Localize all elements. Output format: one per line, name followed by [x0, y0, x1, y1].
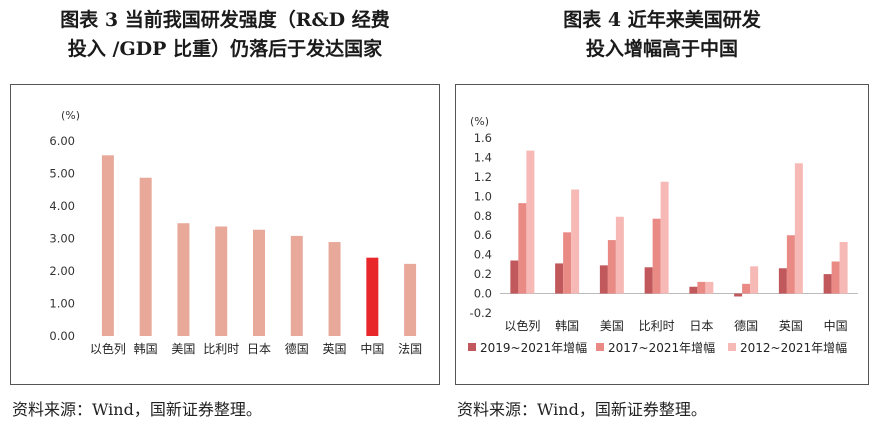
bar-7 — [366, 257, 379, 336]
bar-2 — [177, 223, 190, 336]
chart-left-title-line-2: 投入 /GDP 比重）仍落后于发达国家 — [67, 38, 383, 60]
x-tick-label-3: 比利时 — [639, 319, 675, 333]
bar-0-series-1 — [518, 203, 527, 294]
legend-swatch-2 — [728, 343, 736, 351]
bar-2-series-1 — [607, 240, 616, 294]
bar-1 — [139, 177, 152, 336]
bar-4-series-1 — [697, 281, 706, 294]
legend-swatch-0 — [468, 343, 476, 351]
bar-0-series-0 — [510, 260, 519, 294]
x-tick-label-2: 美国 — [600, 319, 624, 333]
y-tick-label-0: 0.00 — [49, 329, 75, 343]
bar-1-series-2 — [571, 189, 580, 294]
rd-growth-grouped-bar-chart: (%) -0.2 0.0 0.2 0.4 0.6 0.8 1.0 1.2 1.4 1.6 以色列 韩国 美… — [468, 115, 858, 355]
y-tick-label-9: 1.6 — [474, 131, 492, 145]
bar-1-series-0 — [555, 263, 564, 294]
x-tick-label-6: 英国 — [323, 342, 347, 356]
bar-4-series-2 — [705, 281, 714, 294]
bar-3-series-1 — [652, 218, 661, 294]
x-tick-label-6: 英国 — [779, 319, 803, 333]
x-tick-label-7: 中国 — [824, 318, 848, 333]
y-tick-label-6: 1.0 — [474, 189, 492, 203]
bar-6-series-0 — [778, 268, 787, 294]
legend-label-0: 2019~2021年增幅 — [480, 340, 587, 355]
x-tick-label-5: 德国 — [285, 341, 309, 356]
bar-3 — [215, 226, 228, 336]
bar-4-series-0 — [689, 286, 698, 294]
bar-5-series-0 — [734, 293, 743, 297]
chart-left-panel: (%) 0.00 1.00 2.00 3.00 4.00 5.00 6.00 以色列 韩国 美国 比利… — [10, 84, 440, 385]
y-tick-label-7: 1.2 — [474, 170, 492, 184]
chart-left-source: 资料来源：Wind，国新证券整理。 — [12, 400, 262, 419]
x-tick-label-7: 中国 — [360, 341, 384, 356]
y-tick-label-4: 0.6 — [474, 228, 492, 242]
legend-label-2: 2012~2021年增幅 — [740, 340, 847, 355]
bar-0 — [101, 155, 114, 336]
bar-6 — [328, 242, 341, 336]
bar-0-series-2 — [526, 150, 535, 294]
y-tick-label-3: 0.4 — [474, 248, 492, 262]
bar-2-series-2 — [615, 216, 624, 294]
bar-7-series-2 — [839, 242, 848, 294]
bar-4 — [253, 229, 265, 336]
bar-2-series-0 — [599, 265, 608, 294]
bar-6-series-2 — [794, 163, 803, 294]
y-tick-label-2: 0.2 — [474, 267, 492, 281]
x-tick-label-5: 德国 — [734, 318, 758, 333]
chart-left-title: 图表 3 当前我国研发强度（R&D 经费 投入 /GDP 比重）仍落后于发达国家 — [10, 6, 440, 64]
chart-right-source: 资料来源：Wind，国新证券整理。 — [457, 400, 707, 419]
y-tick-label-1: 0.0 — [474, 287, 492, 301]
y-unit-label: (%) — [470, 115, 489, 128]
chart-left-title-line-1: 图表 3 当前我国研发强度（R&D 经费 — [60, 9, 390, 31]
x-tick-label-8: 法国 — [398, 342, 422, 356]
x-tick-label-0: 以色列 — [90, 342, 126, 356]
x-tick-label-4: 日本 — [247, 342, 271, 356]
y-tick-label-2: 2.00 — [49, 264, 75, 278]
x-tick-label-2: 美国 — [171, 342, 195, 356]
x-tick-label-0: 以色列 — [504, 319, 540, 333]
y-tick-label-5: 0.8 — [474, 209, 492, 223]
y-tick-label-5: 5.00 — [49, 167, 75, 181]
bar-8 — [404, 263, 417, 336]
bar-6-series-1 — [786, 235, 795, 294]
chart-right-panel: (%) -0.2 0.0 0.2 0.4 0.6 0.8 1.0 1.2 1.4 1.6 以色列 韩国 美… — [455, 84, 869, 385]
bar-3-series-2 — [660, 181, 669, 294]
legend-swatch-1 — [596, 343, 604, 351]
x-tick-label-1: 韩国 — [134, 341, 158, 356]
x-tick-label-4: 日本 — [689, 319, 713, 333]
bar-1-series-1 — [563, 232, 572, 294]
y-tick-label-8: 1.4 — [474, 150, 492, 164]
bar-7-series-1 — [831, 261, 840, 294]
bar-3-series-0 — [644, 267, 653, 294]
chart-right-title-line-2: 投入增幅高于中国 — [585, 38, 738, 60]
y-tick-label-0: -0.2 — [470, 306, 492, 320]
rd-intensity-bar-chart: (%) 0.00 1.00 2.00 3.00 4.00 5.00 6.00 以色列 韩国 美国 比利… — [49, 109, 422, 356]
y-tick-label-6: 6.00 — [49, 134, 75, 148]
bar-7-series-0 — [823, 274, 832, 294]
y-tick-label-1: 1.00 — [49, 297, 75, 311]
bar-5-series-1 — [742, 283, 751, 294]
chart-right-title-line-1: 图表 4 近年来美国研发 — [563, 9, 761, 31]
x-tick-label-3: 比利时 — [203, 342, 239, 356]
bar-5 — [290, 235, 303, 336]
bar-5-series-2 — [750, 266, 759, 294]
chart-right-title: 图表 4 近年来美国研发 投入增幅高于中国 — [455, 6, 869, 64]
y-tick-label-3: 3.00 — [49, 232, 75, 246]
legend-label-1: 2017~2021年增幅 — [608, 340, 715, 355]
x-tick-label-1: 韩国 — [555, 318, 579, 333]
y-unit-label: (%) — [61, 109, 80, 122]
y-tick-label-4: 4.00 — [49, 199, 75, 213]
